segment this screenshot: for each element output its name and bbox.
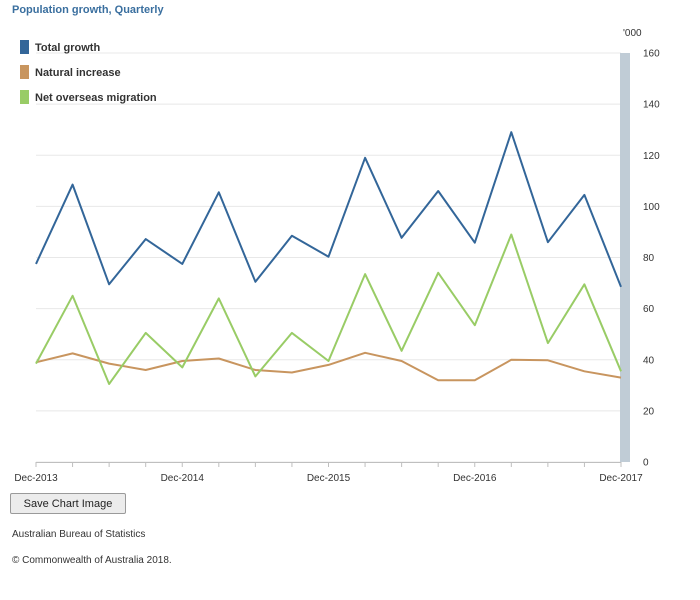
- x-axis: Dec-2013 Dec-2014 Dec-2015 Dec-2016 Dec-2017: [14, 462, 643, 484]
- x-tick-label: Dec-2014: [161, 473, 205, 484]
- y-tick-label: 20: [643, 406, 655, 417]
- series-line-total-growth[interactable]: [35, 131, 622, 288]
- y-axis-bar[interactable]: [620, 53, 630, 462]
- legend-swatch-natural-increase[interactable]: [20, 65, 29, 79]
- legend-label-net-overseas-migration[interactable]: Net overseas migration: [35, 92, 157, 104]
- chart-title: Population growth, Quarterly: [12, 4, 164, 16]
- y-tick-label: 140: [643, 100, 660, 111]
- units-label: '000: [623, 28, 642, 39]
- save-chart-image-button[interactable]: Save Chart Image: [10, 493, 126, 514]
- legend-label-natural-increase[interactable]: Natural increase: [35, 67, 121, 79]
- source-text: Australian Bureau of Statistics: [12, 529, 146, 540]
- x-tick-label: Dec-2015: [307, 473, 351, 484]
- legend-label-total-growth[interactable]: Total growth: [35, 42, 100, 54]
- y-tick-label: 100: [643, 202, 660, 213]
- chart-canvas: Dec-2013 Dec-2014 Dec-2015 Dec-2016 Dec-2017…: [14, 28, 660, 484]
- y-tick-label: 0: [643, 458, 649, 469]
- y-axis: 0 20 40 60 80 100 120 140 160: [643, 49, 660, 469]
- y-tick-label: 80: [643, 253, 655, 264]
- legend-swatch-total-growth[interactable]: [20, 40, 29, 54]
- x-tick-label: Dec-2017: [599, 473, 643, 484]
- y-tick-label: 160: [643, 49, 660, 60]
- series-line-net-overseas-migration[interactable]: [35, 233, 622, 385]
- series-lines: [35, 131, 622, 385]
- y-tick-label: 40: [643, 355, 655, 366]
- x-tick-label: Dec-2013: [14, 473, 58, 484]
- y-tick-label: 60: [643, 304, 655, 315]
- legend-swatch-net-overseas-migration[interactable]: [20, 90, 29, 104]
- x-tick-label: Dec-2016: [453, 473, 497, 484]
- series-line-natural-increase[interactable]: [35, 351, 622, 382]
- copyright-text: © Commonwealth of Australia 2018.: [12, 555, 172, 566]
- legend: Total growth Natural increase Net overseas…: [20, 40, 157, 104]
- y-tick-label: 120: [643, 151, 660, 162]
